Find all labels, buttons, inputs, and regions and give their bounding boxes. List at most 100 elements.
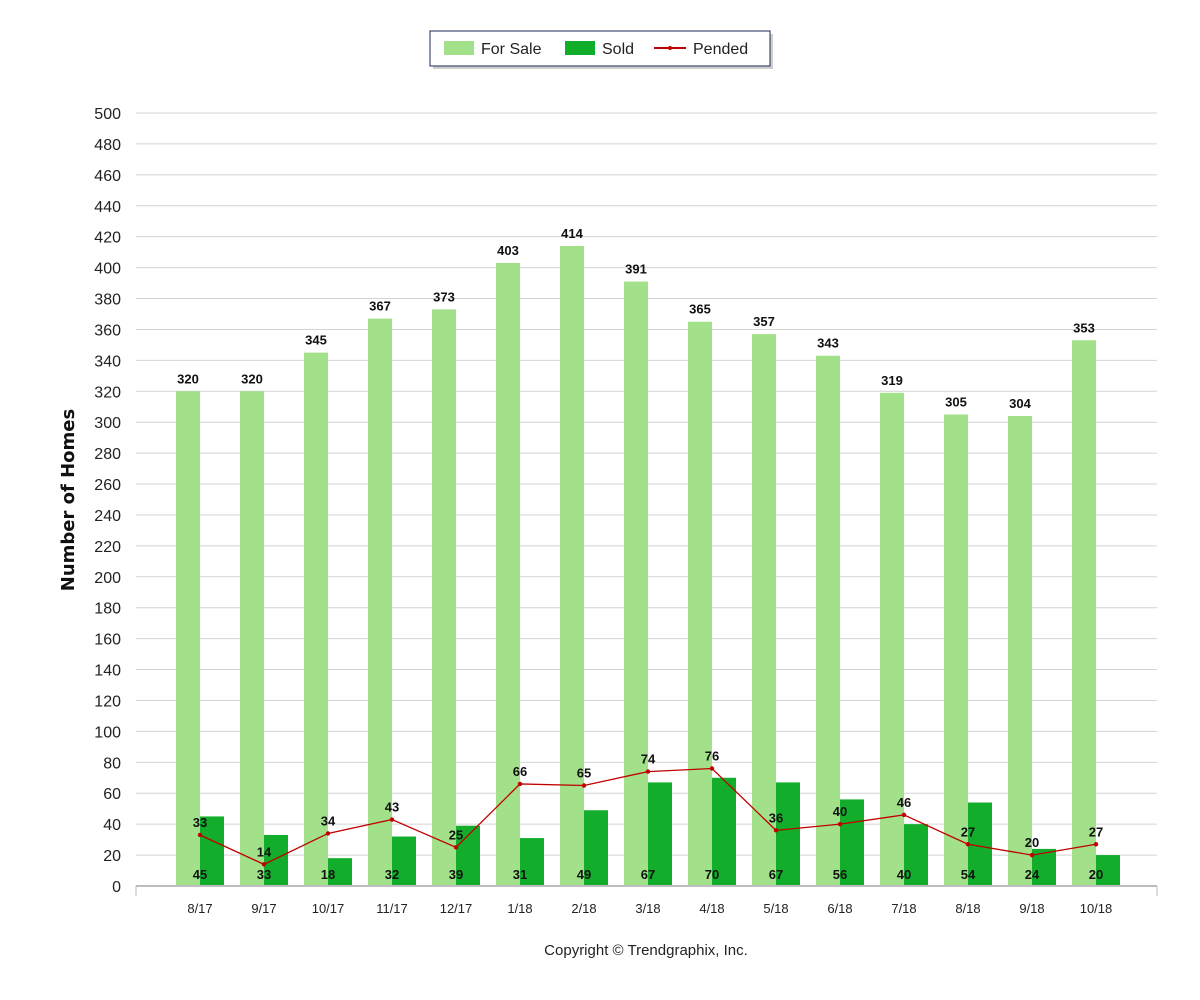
legend-label-sold[interactable]: Sold [602,41,634,58]
pended-point[interactable] [261,862,267,867]
legend-label-pended[interactable]: Pended [693,41,748,58]
x-tick-label: 9/18 [1019,901,1044,916]
label-sold: 24 [1025,867,1040,882]
label-sold: 39 [449,867,463,882]
label-pended: 34 [321,813,336,828]
y-tick-label: 80 [103,755,121,772]
bar-sold[interactable] [712,777,736,886]
pended-point[interactable] [645,769,651,774]
pended-point[interactable] [965,842,971,847]
label-sold: 20 [1089,867,1103,882]
pended-point[interactable] [837,821,843,827]
label-for-sale: 320 [177,371,199,386]
bar-sold[interactable] [840,799,864,886]
bar-for-sale[interactable] [432,309,456,886]
x-tick-label: 1/18 [507,901,532,916]
label-sold: 18 [321,867,335,882]
bar-sold[interactable] [1096,855,1120,886]
label-pended: 43 [385,800,399,815]
pended-point[interactable] [1093,842,1099,847]
bar-sold[interactable] [968,802,992,886]
label-pended: 65 [577,766,591,781]
label-pended: 40 [833,804,847,819]
pended-point[interactable] [709,766,715,771]
bar-for-sale[interactable] [304,352,328,886]
y-tick-label: 180 [94,601,121,618]
bar-for-sale[interactable] [624,281,648,886]
x-tick-label: 11/17 [376,901,408,916]
pended-point[interactable] [1029,852,1035,858]
pended-point[interactable] [773,828,779,833]
label-for-sale: 345 [305,333,327,348]
bar-for-sale[interactable] [368,318,392,886]
bar-for-sale[interactable] [880,392,904,886]
bar-sold[interactable] [904,824,928,886]
label-pended: 27 [1089,824,1103,839]
bar-for-sale[interactable] [1008,416,1032,886]
data-labels-layer: 320 45 320 33 345 18 367 32 373 39 403 31 414 49 391 67… [177,226,1103,882]
bar-sold[interactable] [584,810,608,886]
y-tick-label: 280 [94,446,121,463]
bar-sold[interactable] [520,838,544,886]
y-axis-label: Number of Homes [58,409,79,591]
pended-point[interactable] [517,781,523,787]
bar-for-sale[interactable] [176,391,200,886]
bar-for-sale[interactable] [688,321,712,887]
x-tick-label: 8/17 [187,901,212,916]
bar-for-sale[interactable] [496,262,520,886]
label-sold: 54 [961,867,976,882]
pended-point[interactable] [453,845,459,850]
bar-for-sale[interactable] [1072,340,1096,887]
bars-layer [176,245,1120,887]
y-tick-label: 60 [103,786,121,803]
bar-sold[interactable] [200,816,224,886]
y-tick-label: 340 [94,353,121,370]
label-pended: 76 [705,749,719,764]
y-tick-label: 360 [94,322,121,339]
bar-for-sale[interactable] [752,334,776,886]
label-for-sale: 320 [241,371,263,386]
y-tick-label: 200 [94,570,121,587]
legend-swatch-sold [565,41,595,55]
y-tick-label: 160 [94,632,121,649]
y-tick-label: 480 [94,137,121,154]
label-for-sale: 373 [433,289,455,304]
y-tick-label: 320 [94,384,121,401]
label-pended: 33 [193,815,207,830]
bar-for-sale[interactable] [560,245,584,886]
bar-for-sale[interactable] [240,391,264,886]
label-sold: 31 [513,867,527,882]
label-pended: 74 [641,752,656,767]
y-axis: 0 20 40 60 80 100 120 140 160 180 200 220 240 260 280 3… [94,106,121,896]
pended-point[interactable] [581,783,587,788]
bar-sold[interactable] [392,836,416,886]
bar-sold[interactable] [648,782,672,886]
legend-swatch-pended-marker [668,46,672,50]
bar-sold[interactable] [264,834,288,886]
label-sold: 70 [705,867,719,882]
y-tick-label: 0 [112,879,121,896]
bar-sold[interactable] [328,858,352,886]
y-tick-label: 380 [94,292,121,309]
pended-point[interactable] [325,831,331,836]
bar-sold[interactable] [1032,848,1056,886]
legend-label-for-sale[interactable]: For Sale [481,41,542,58]
label-for-sale: 304 [1009,396,1031,411]
bar-sold[interactable] [776,782,800,886]
bar-for-sale[interactable] [816,355,840,886]
pended-point[interactable] [389,817,395,822]
legend-box [429,30,771,67]
y-tick-label: 500 [94,106,121,123]
label-pended: 46 [897,795,911,810]
label-for-sale: 305 [945,394,967,409]
label-for-sale: 353 [1073,320,1095,335]
pended-point[interactable] [901,812,907,818]
label-for-sale: 357 [753,314,775,329]
pended-point[interactable] [197,832,203,838]
bar-for-sale[interactable] [944,414,968,886]
x-tick-label: 12/17 [440,901,473,916]
x-tick-label: 10/18 [1080,901,1113,916]
legend[interactable]: For Sale Sold Pended [429,30,773,69]
label-sold: 40 [897,867,911,882]
label-pended: 25 [449,827,463,842]
